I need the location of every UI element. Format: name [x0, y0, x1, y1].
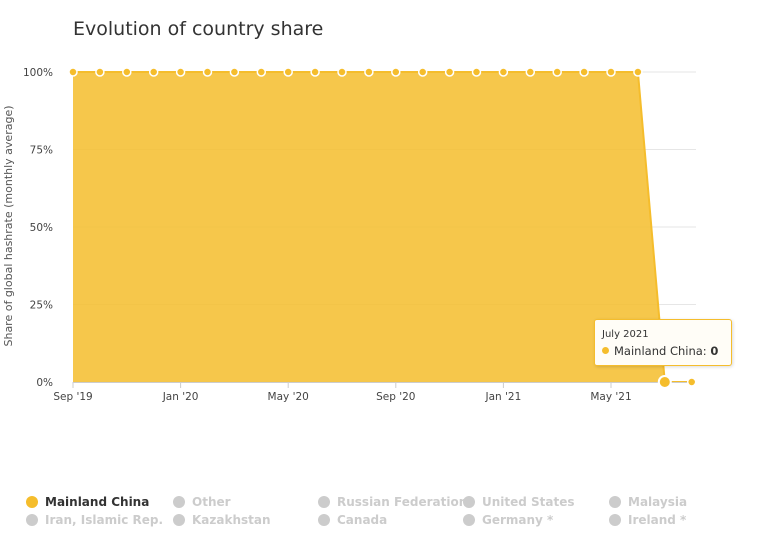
data-point[interactable] — [633, 67, 643, 77]
y-tick-label: 100% — [23, 67, 53, 79]
data-point[interactable] — [606, 67, 616, 77]
legend-label: Mainland China — [45, 495, 150, 509]
legend-dot-icon — [609, 514, 621, 526]
legend-item[interactable]: Russian Federation — [318, 495, 467, 509]
legend-dot-icon — [318, 514, 330, 526]
legend-item[interactable]: Ireland * — [609, 513, 686, 527]
data-point[interactable] — [364, 67, 374, 77]
data-point[interactable] — [95, 67, 105, 77]
chart-area: 0% 25% 50% 75% 100% Sep '19 Jan '20 May '20 Sep … — [2, 67, 697, 403]
data-point[interactable] — [175, 67, 186, 77]
legend-label: Iran, Islamic Rep. — [45, 513, 164, 527]
data-point[interactable] — [471, 67, 482, 77]
data-point[interactable] — [552, 67, 562, 77]
data-point[interactable] — [256, 67, 267, 77]
data-point[interactable] — [283, 67, 293, 77]
tooltip-value: 0 — [710, 344, 719, 358]
data-point[interactable] — [686, 377, 697, 387]
x-tick-label: May '21 — [590, 391, 631, 403]
legend-label: United States — [482, 495, 575, 509]
x-tick-label: Sep '19 — [53, 391, 92, 403]
y-tick-label: 75% — [30, 145, 53, 157]
legend-item[interactable]: Malaysia — [609, 495, 687, 509]
legend-label: Malaysia — [628, 495, 688, 509]
legend-dot-icon — [463, 514, 475, 526]
legend-dot-icon — [609, 496, 621, 508]
data-point[interactable] — [391, 67, 401, 77]
legend-item[interactable]: Iran, Islamic Rep. — [26, 513, 163, 527]
data-point[interactable] — [337, 67, 347, 77]
legend-label: Russian Federation — [337, 495, 468, 509]
x-tick-label: Jan '20 — [162, 391, 199, 403]
data-point[interactable] — [444, 67, 455, 77]
data-point[interactable] — [417, 67, 428, 77]
data-point[interactable] — [68, 67, 78, 77]
legend-item[interactable]: United States — [463, 495, 575, 509]
series-area — [73, 72, 692, 382]
legend-dot-icon — [318, 496, 330, 508]
x-tick-label: Jan '21 — [485, 391, 522, 403]
legend-label: Kazakhstan — [192, 513, 271, 527]
legend-label: Germany * — [482, 513, 554, 527]
legend-dot-icon — [463, 496, 475, 508]
legend-label: Other — [192, 495, 231, 509]
legend-dot-icon — [173, 514, 185, 526]
data-point[interactable] — [498, 67, 509, 77]
data-point[interactable] — [202, 67, 213, 77]
data-point[interactable] — [310, 67, 320, 77]
tooltip-row: Mainland China: 0 — [602, 344, 718, 358]
data-point[interactable] — [229, 67, 240, 77]
legend-label: Ireland * — [628, 513, 687, 527]
data-point[interactable] — [122, 67, 132, 77]
data-point[interactable] — [525, 67, 536, 77]
y-tick-label: 50% — [30, 222, 53, 234]
legend-item[interactable]: Kazakhstan — [173, 513, 271, 527]
legend-item[interactable]: Other — [173, 495, 231, 509]
data-point-highlighted[interactable] — [657, 375, 672, 389]
y-tick-label: 25% — [30, 300, 53, 312]
legend-dot-icon — [26, 496, 38, 508]
y-axis-label: Share of global hashrate (monthly averag… — [2, 105, 15, 346]
legend-item[interactable]: Germany * — [463, 513, 553, 527]
tooltip-series-dot — [602, 347, 609, 354]
data-point[interactable] — [579, 67, 589, 77]
tooltip-series: Mainland China — [614, 344, 703, 358]
legend-label: Canada — [337, 513, 388, 527]
legend-item[interactable]: Canada — [318, 513, 387, 527]
x-tick-label: Sep '20 — [376, 391, 415, 403]
legend-dot-icon — [173, 496, 185, 508]
data-point[interactable] — [148, 67, 159, 77]
legend-item[interactable]: Mainland China — [26, 495, 149, 509]
chart-title: Evolution of country share — [73, 18, 324, 40]
y-tick-label: 0% — [36, 377, 53, 389]
tooltip: July 2021 Mainland China: 0 — [594, 319, 732, 366]
x-tick-label: May '20 — [268, 391, 309, 403]
legend-dot-icon — [26, 514, 38, 526]
tooltip-date: July 2021 — [602, 329, 649, 340]
